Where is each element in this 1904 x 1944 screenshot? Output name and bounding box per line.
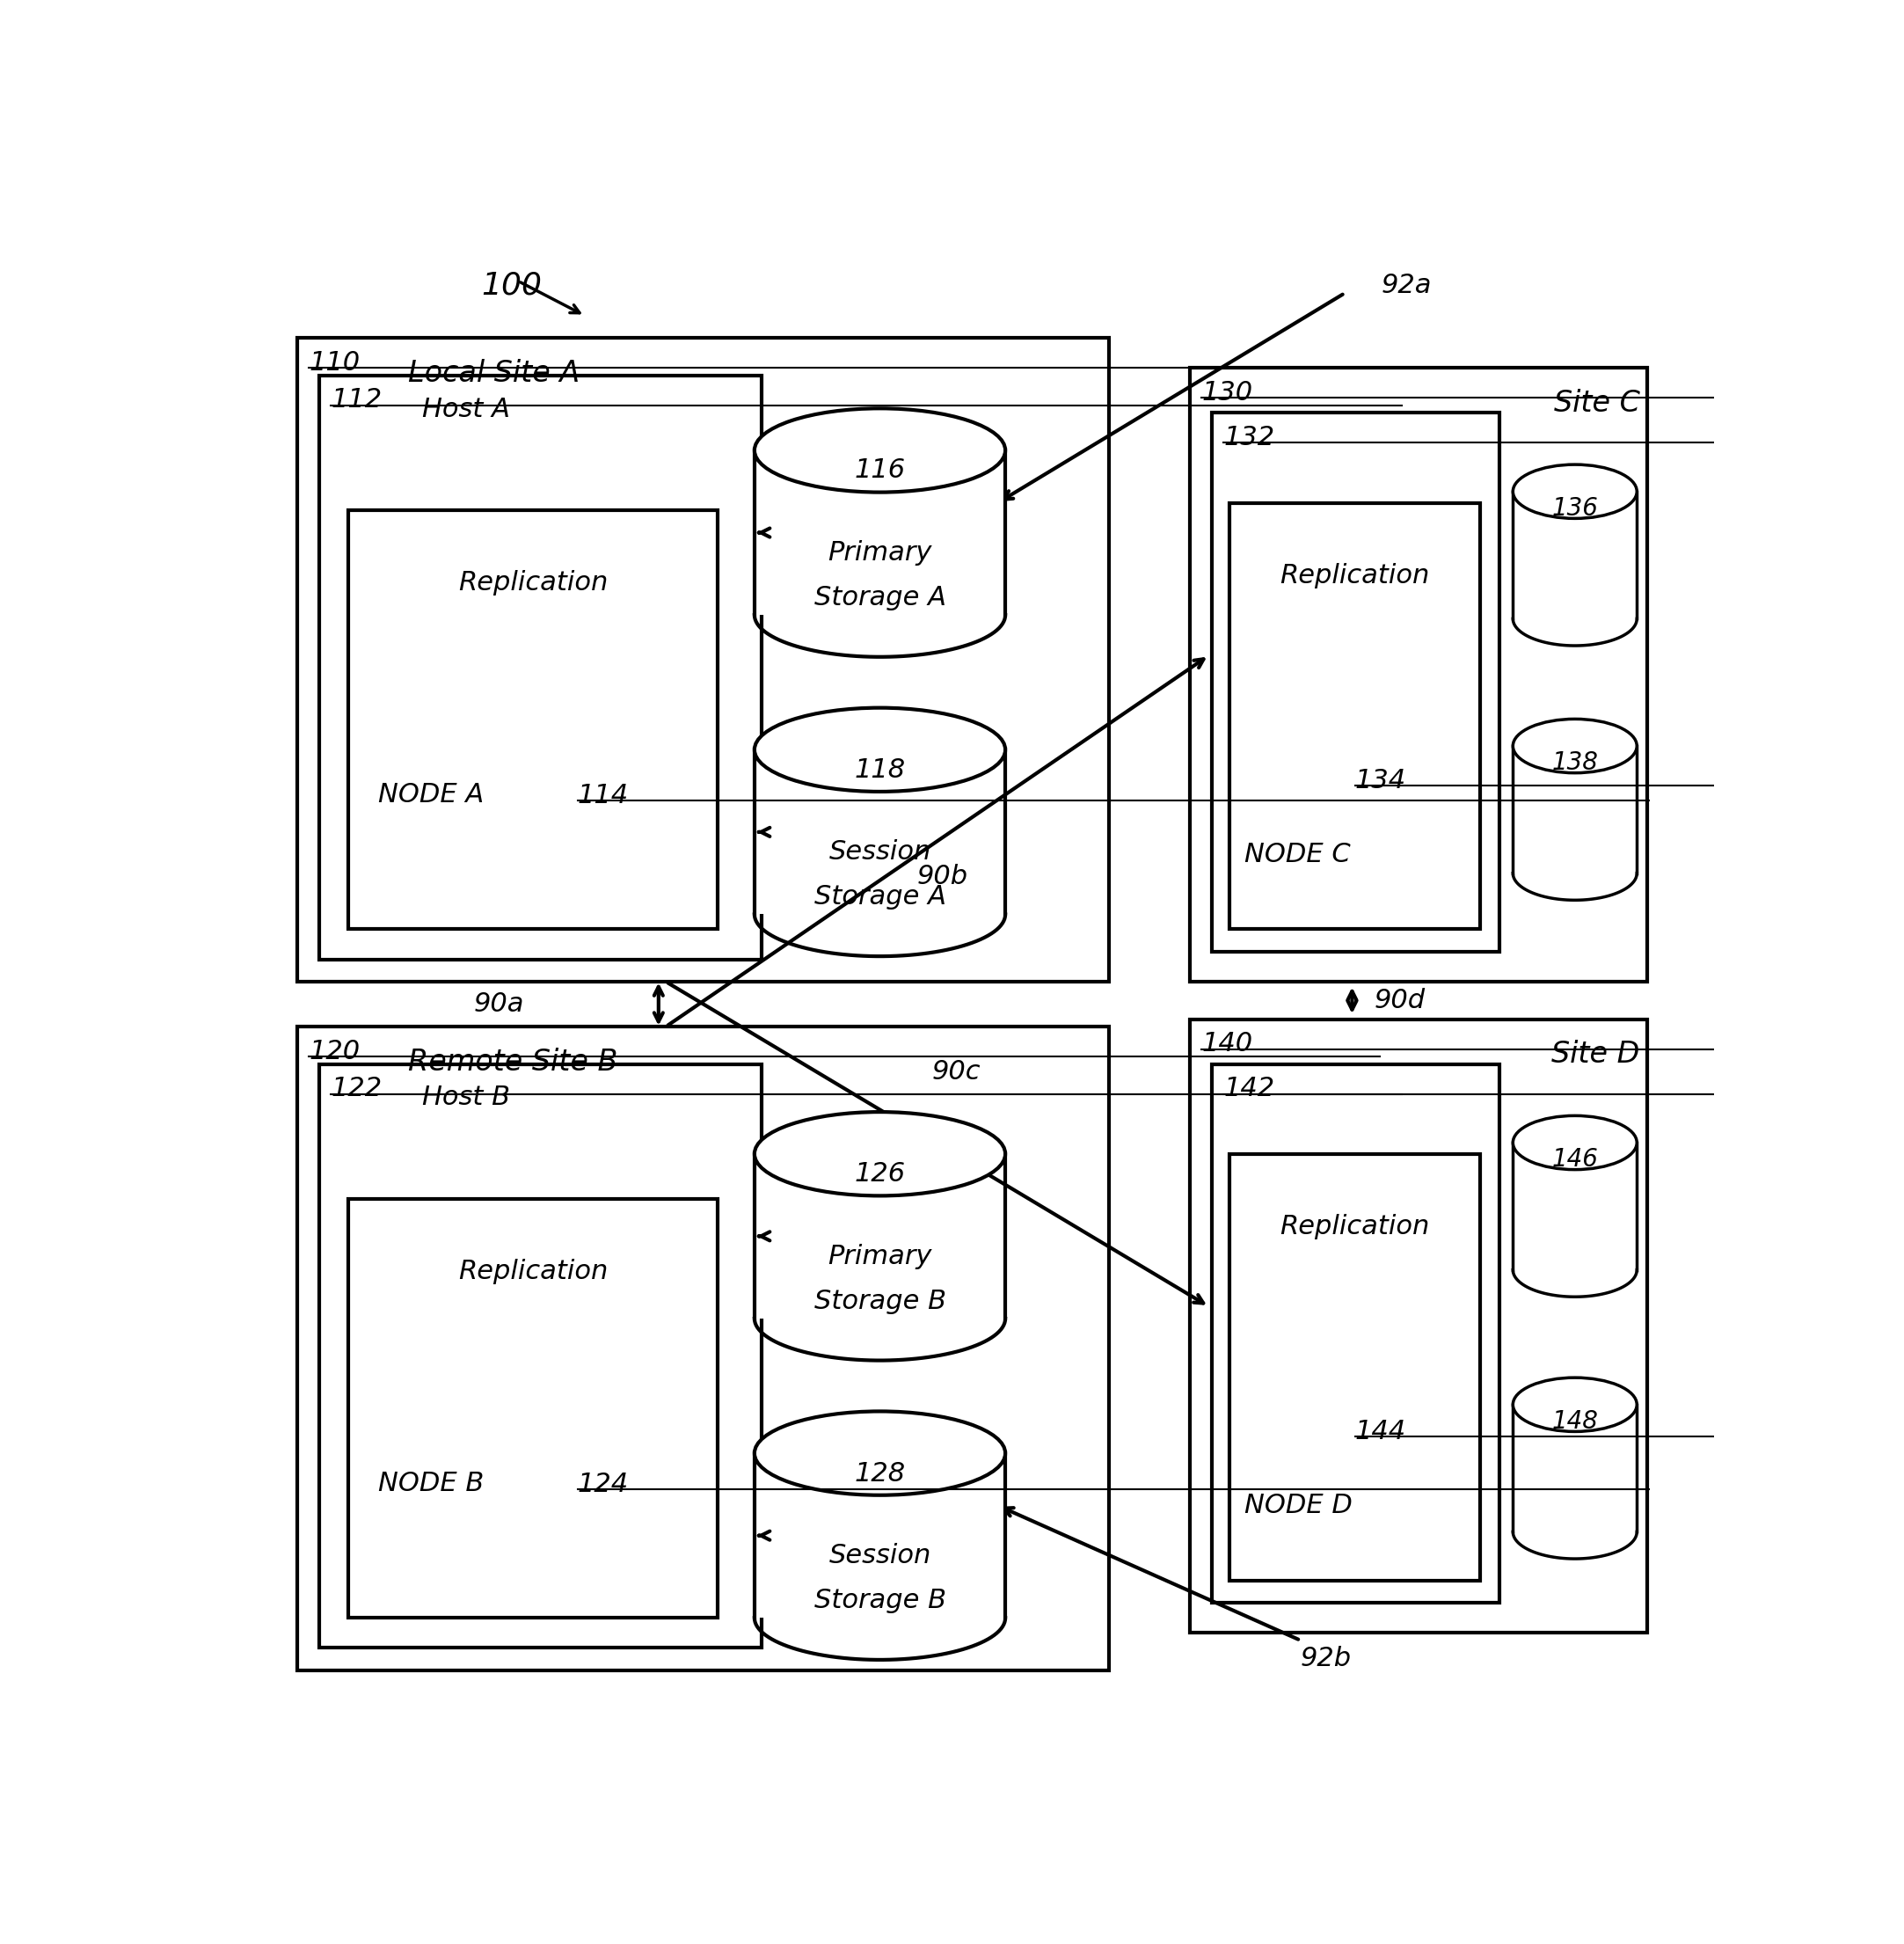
FancyBboxPatch shape: [1514, 1406, 1637, 1532]
FancyBboxPatch shape: [1211, 1063, 1500, 1604]
Text: 146: 146: [1552, 1147, 1597, 1172]
Text: 110: 110: [308, 350, 360, 375]
FancyBboxPatch shape: [1514, 746, 1637, 873]
FancyBboxPatch shape: [754, 1155, 1005, 1318]
FancyBboxPatch shape: [1190, 367, 1647, 982]
FancyBboxPatch shape: [1230, 503, 1481, 929]
Text: 130: 130: [1201, 379, 1253, 406]
Text: Primary: Primary: [828, 1244, 931, 1269]
FancyBboxPatch shape: [297, 1026, 1108, 1670]
Text: Replication: Replication: [459, 1258, 607, 1285]
Ellipse shape: [1514, 1378, 1637, 1431]
Text: 112: 112: [331, 387, 383, 412]
Text: 148: 148: [1552, 1409, 1597, 1435]
Text: Host A: Host A: [423, 397, 510, 422]
FancyBboxPatch shape: [297, 338, 1108, 982]
Text: NODE C: NODE C: [1245, 842, 1350, 867]
FancyBboxPatch shape: [1190, 1019, 1647, 1633]
Text: 138: 138: [1552, 750, 1597, 776]
Text: 142: 142: [1224, 1077, 1276, 1102]
FancyBboxPatch shape: [348, 1199, 718, 1617]
Ellipse shape: [1514, 465, 1637, 519]
Text: 92b: 92b: [1300, 1645, 1352, 1672]
FancyBboxPatch shape: [320, 375, 762, 958]
Text: Storage A: Storage A: [813, 585, 946, 610]
FancyBboxPatch shape: [1230, 1155, 1481, 1580]
FancyBboxPatch shape: [1211, 412, 1500, 953]
Text: Remote Site B: Remote Site B: [407, 1048, 617, 1077]
FancyBboxPatch shape: [754, 1454, 1005, 1617]
Ellipse shape: [754, 408, 1005, 492]
Text: 118: 118: [855, 756, 906, 783]
FancyBboxPatch shape: [320, 1063, 762, 1649]
Text: Replication: Replication: [1279, 562, 1430, 589]
Text: Session: Session: [828, 1544, 931, 1569]
Text: 144: 144: [1356, 1419, 1407, 1444]
Text: NODE B: NODE B: [379, 1470, 484, 1497]
Text: 92a: 92a: [1382, 272, 1432, 299]
Text: 124: 124: [577, 1472, 628, 1497]
Text: Session: Session: [828, 840, 931, 865]
Text: Storage A: Storage A: [813, 885, 946, 910]
Ellipse shape: [754, 1112, 1005, 1196]
Text: Storage B: Storage B: [813, 1588, 946, 1614]
Text: 136: 136: [1552, 496, 1597, 521]
Text: Storage B: Storage B: [813, 1289, 946, 1314]
Ellipse shape: [1514, 1116, 1637, 1170]
Text: NODE A: NODE A: [379, 781, 484, 807]
Text: Local Site A: Local Site A: [407, 360, 579, 389]
Text: 134: 134: [1356, 768, 1407, 793]
Text: Primary: Primary: [828, 540, 931, 566]
Text: 122: 122: [331, 1077, 383, 1102]
FancyBboxPatch shape: [348, 509, 718, 929]
FancyBboxPatch shape: [754, 451, 1005, 614]
FancyBboxPatch shape: [1514, 1143, 1637, 1269]
Text: 126: 126: [855, 1161, 906, 1186]
Text: 90a: 90a: [474, 991, 526, 1017]
Text: Host B: Host B: [423, 1085, 510, 1110]
Text: 116: 116: [855, 457, 906, 484]
Text: 140: 140: [1201, 1030, 1253, 1058]
Text: Replication: Replication: [1279, 1213, 1430, 1238]
Text: Replication: Replication: [459, 570, 607, 595]
Text: 100: 100: [482, 270, 543, 301]
Text: 132: 132: [1224, 426, 1276, 451]
Text: 90c: 90c: [931, 1059, 981, 1085]
Text: Site C: Site C: [1554, 389, 1639, 418]
Text: 90d: 90d: [1375, 988, 1426, 1013]
FancyBboxPatch shape: [754, 750, 1005, 914]
Ellipse shape: [754, 1411, 1005, 1495]
Text: 128: 128: [855, 1460, 906, 1485]
FancyBboxPatch shape: [1514, 492, 1637, 618]
Ellipse shape: [1514, 719, 1637, 774]
Text: Site D: Site D: [1552, 1040, 1639, 1069]
Text: 114: 114: [577, 783, 628, 809]
Ellipse shape: [754, 708, 1005, 791]
Text: 120: 120: [308, 1038, 360, 1063]
Text: 90b: 90b: [918, 865, 967, 890]
Text: NODE D: NODE D: [1245, 1493, 1352, 1518]
